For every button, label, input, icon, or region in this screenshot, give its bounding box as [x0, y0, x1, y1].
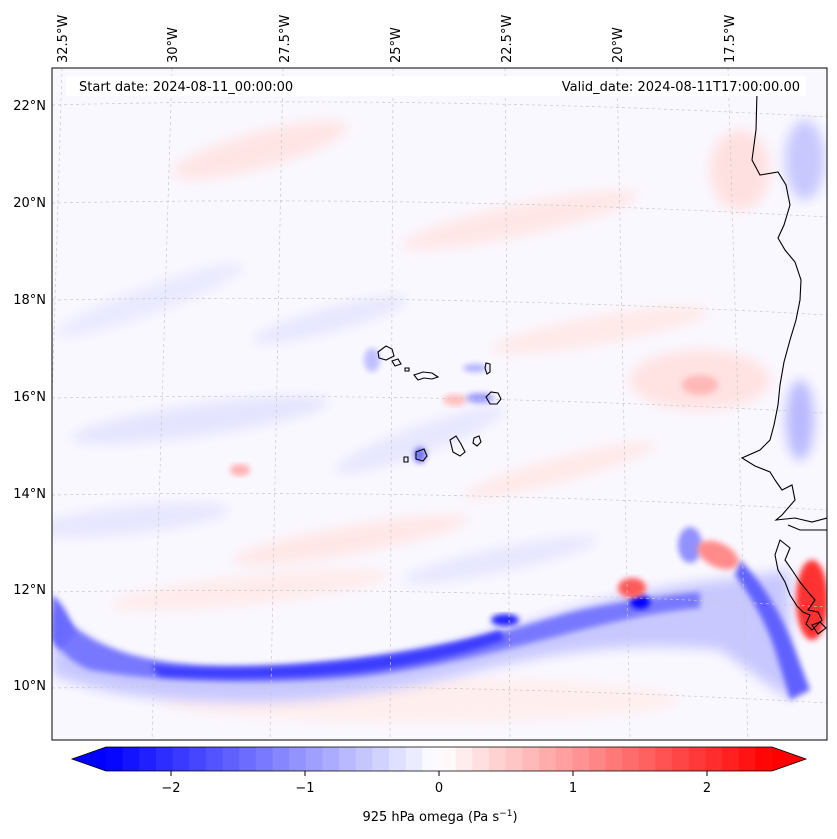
colorbar-label-close: ) [512, 810, 517, 825]
colorbar-segment [638, 747, 657, 771]
colorbar-segment [505, 747, 523, 771]
colorbar-segment [405, 747, 423, 771]
colorbar-tick-label: 1 [569, 781, 577, 796]
colorbar-segment [672, 747, 690, 771]
map-panel: Start date: 2024-08-11_00:00:00 Valid_da… [51, 67, 828, 741]
island-santa-luzia [404, 367, 410, 372]
african-coastline [740, 91, 827, 635]
colorbar-segment [106, 747, 124, 771]
colorbar-label-exponent: −1 [499, 809, 512, 819]
lat-tick-label: 16°N [13, 390, 46, 405]
lon-tick-label: 27.5°W [278, 15, 293, 63]
colorbar-segment [472, 747, 490, 771]
colorbar-segment [555, 747, 573, 771]
colorbar-segment [605, 747, 623, 771]
colorbar-tick-label: 2 [703, 781, 711, 796]
colorbar-segment [189, 747, 207, 771]
island-maio [472, 435, 482, 447]
colorbar-segment [572, 747, 590, 771]
colorbar-extend-min [72, 747, 106, 771]
colorbar-segment [289, 747, 307, 771]
colorbar-segment [139, 747, 157, 771]
lon-tick-label: 22.5°W [500, 15, 515, 63]
colorbar-tick-label: −2 [161, 781, 180, 796]
lat-tick-label: 12°N [13, 583, 46, 598]
colorbar-segment [755, 747, 773, 771]
island-santo-antao [377, 345, 395, 361]
lon-tick-label: 30°W [166, 27, 181, 63]
colorbar-tick-label: −1 [295, 781, 314, 796]
graticule [52, 68, 827, 740]
colorbar-segment [455, 747, 473, 771]
colorbar-segment [172, 747, 190, 771]
colorbar-segment [255, 747, 274, 771]
header-box [66, 76, 806, 96]
colorbar-segment [738, 747, 756, 771]
colorbar-segment [372, 747, 390, 771]
lon-tick-label: 17.5°W [723, 15, 738, 63]
colorbar-segment [588, 747, 607, 771]
ascent-band [52, 527, 810, 703]
colorbar-segment [688, 747, 706, 771]
colorbar-segment [355, 747, 373, 771]
colorbar-segment [322, 747, 340, 771]
colorbar-segment [122, 747, 140, 771]
colorbar-segment [272, 747, 290, 771]
latitude-ticks: 22°N 20°N 18°N 16°N 14°N 12°N 10°N [13, 99, 46, 694]
island-boa-vista [485, 391, 502, 405]
colorbar-segment [522, 747, 540, 771]
colorbar-ticks [170, 771, 708, 776]
start-date-label: Start date: 2024-08-11_00:00:00 [79, 80, 293, 95]
lon-tick-label: 20°W [611, 27, 626, 63]
colorbar-segments [72, 747, 806, 771]
lat-tick-label: 22°N [13, 99, 46, 114]
colorbar-segment [222, 747, 240, 771]
colorbar-label: 925 hPa omega (Pa s−1) [362, 809, 517, 825]
lat-tick-label: 14°N [13, 487, 46, 502]
colorbar-segment [655, 747, 673, 771]
colorbar-segment [439, 747, 457, 771]
colorbar-segment [538, 747, 557, 771]
colorbar-segment [305, 747, 324, 771]
island-fogo [415, 448, 428, 462]
colorbar-segment [389, 747, 407, 771]
colorbar-extend-max [772, 747, 806, 771]
lat-tick-label: 18°N [13, 293, 46, 308]
map-frame [51, 67, 828, 741]
colorbar-outline [70, 746, 808, 772]
longitude-ticks: 32.5°W 30°W 27.5°W 25°W 22.5°W 20°W 17.5… [56, 15, 738, 63]
colorbar-segment [722, 747, 740, 771]
colorbar-tick-label: 0 [435, 781, 443, 796]
colorbar-segment [339, 747, 357, 771]
colorbar-segment [422, 747, 440, 771]
lat-tick-label: 20°N [13, 196, 46, 211]
colorbar-segment [205, 747, 224, 771]
island-sao-nicolau [413, 371, 440, 381]
colorbar: −2 −1 0 1 2 925 hPa omega (Pa s−1) [70, 746, 808, 825]
colorbar-segment [705, 747, 723, 771]
valid-date-label: Valid_date: 2024-08-11T17:00:00.00 [562, 80, 800, 95]
omega-field [52, 68, 827, 740]
colorbar-segment [622, 747, 640, 771]
island-sal [484, 362, 491, 375]
island-sao-vicente [391, 358, 402, 367]
colorbar-segment [488, 747, 507, 771]
island-brava [403, 456, 409, 463]
lat-tick-label: 10°N [13, 679, 46, 694]
weak-field-patches [52, 120, 825, 722]
cabo-verde-islands [377, 345, 502, 463]
descent-features [230, 375, 827, 640]
colorbar-segment [155, 747, 174, 771]
colorbar-label-main: 925 hPa omega (Pa s [362, 810, 499, 825]
lon-tick-label: 32.5°W [56, 15, 71, 63]
island-santiago [449, 435, 466, 457]
colorbar-segment [239, 747, 257, 771]
lon-tick-label: 25°W [389, 27, 404, 63]
